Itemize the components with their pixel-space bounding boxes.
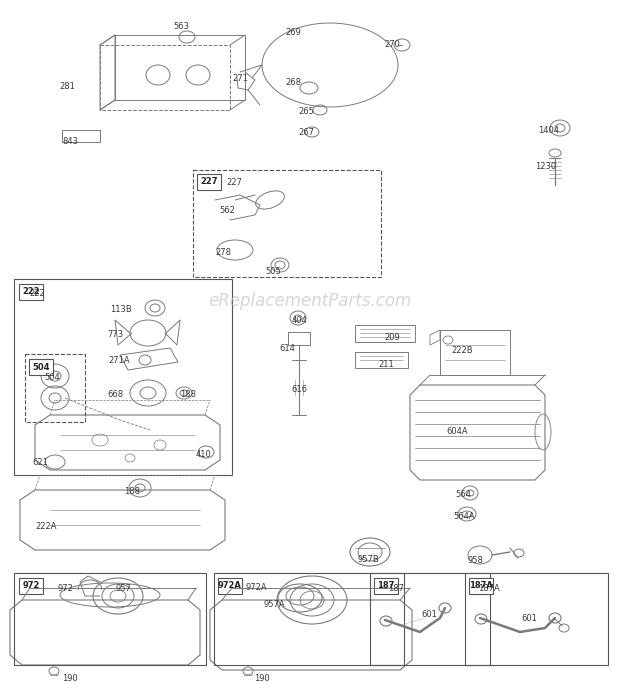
Text: 843: 843 — [62, 137, 78, 146]
FancyBboxPatch shape — [469, 578, 493, 594]
Text: 271: 271 — [232, 74, 248, 83]
Text: 190: 190 — [62, 674, 78, 683]
FancyBboxPatch shape — [19, 578, 43, 594]
Text: 972: 972 — [58, 584, 74, 593]
Text: 957B: 957B — [358, 555, 379, 564]
Text: 668: 668 — [107, 390, 123, 399]
Bar — [14, 573, 206, 665]
Text: 958: 958 — [467, 556, 483, 565]
Text: 222: 222 — [29, 289, 45, 298]
Text: 972A: 972A — [218, 581, 242, 590]
Bar — [25, 354, 85, 422]
Text: 972A: 972A — [246, 583, 268, 592]
Text: 113B: 113B — [110, 305, 131, 314]
Text: 604A: 604A — [446, 427, 467, 436]
Text: 601: 601 — [521, 614, 537, 623]
Bar — [214, 573, 404, 665]
Text: 227: 227 — [200, 177, 218, 186]
Text: 270: 270 — [384, 40, 400, 49]
Text: 222: 222 — [22, 288, 40, 297]
Text: 211: 211 — [378, 360, 394, 369]
Text: 1404: 1404 — [538, 126, 559, 135]
Text: 265: 265 — [298, 107, 314, 116]
FancyBboxPatch shape — [374, 578, 398, 594]
Text: 773: 773 — [107, 330, 123, 339]
Text: 957A: 957A — [263, 600, 285, 609]
Bar — [370, 573, 490, 665]
Text: 505: 505 — [265, 267, 281, 276]
Text: 209: 209 — [384, 333, 400, 342]
FancyBboxPatch shape — [218, 578, 242, 594]
FancyBboxPatch shape — [19, 284, 43, 300]
Text: 601: 601 — [421, 610, 437, 619]
Text: 187: 187 — [378, 581, 395, 590]
Text: 404: 404 — [292, 316, 308, 325]
Text: 227: 227 — [226, 178, 242, 187]
Text: 564: 564 — [455, 490, 471, 499]
Text: 957: 957 — [115, 584, 131, 593]
Bar — [14, 279, 232, 475]
Text: 972: 972 — [22, 581, 40, 590]
Text: 187A: 187A — [469, 581, 493, 590]
Text: 614: 614 — [279, 344, 295, 353]
Text: 222A: 222A — [35, 522, 56, 531]
Text: 621: 621 — [32, 458, 48, 467]
Text: 187: 187 — [388, 584, 404, 593]
Text: 504: 504 — [44, 373, 60, 382]
Bar — [465, 573, 608, 665]
Text: 1230: 1230 — [535, 162, 556, 171]
Bar — [193, 170, 381, 277]
Text: 187A: 187A — [478, 584, 500, 593]
Text: 564A: 564A — [453, 512, 475, 521]
Text: 281: 281 — [59, 82, 75, 91]
FancyBboxPatch shape — [29, 359, 53, 375]
Text: 267: 267 — [298, 128, 314, 137]
Text: 504: 504 — [32, 362, 50, 371]
Text: 190: 190 — [254, 674, 270, 683]
Text: 410: 410 — [196, 450, 212, 459]
Text: 278: 278 — [215, 248, 231, 257]
Text: 271A: 271A — [108, 356, 130, 365]
FancyBboxPatch shape — [197, 174, 221, 190]
Text: 563: 563 — [173, 22, 189, 31]
Text: 269: 269 — [285, 28, 301, 37]
Text: eReplacementParts.com: eReplacementParts.com — [208, 292, 412, 310]
Text: 616: 616 — [291, 385, 307, 394]
Text: 562: 562 — [219, 206, 235, 215]
Text: 188: 188 — [180, 390, 196, 399]
Text: 188: 188 — [124, 487, 140, 496]
Text: 268: 268 — [285, 78, 301, 87]
Text: 222B: 222B — [451, 346, 472, 355]
